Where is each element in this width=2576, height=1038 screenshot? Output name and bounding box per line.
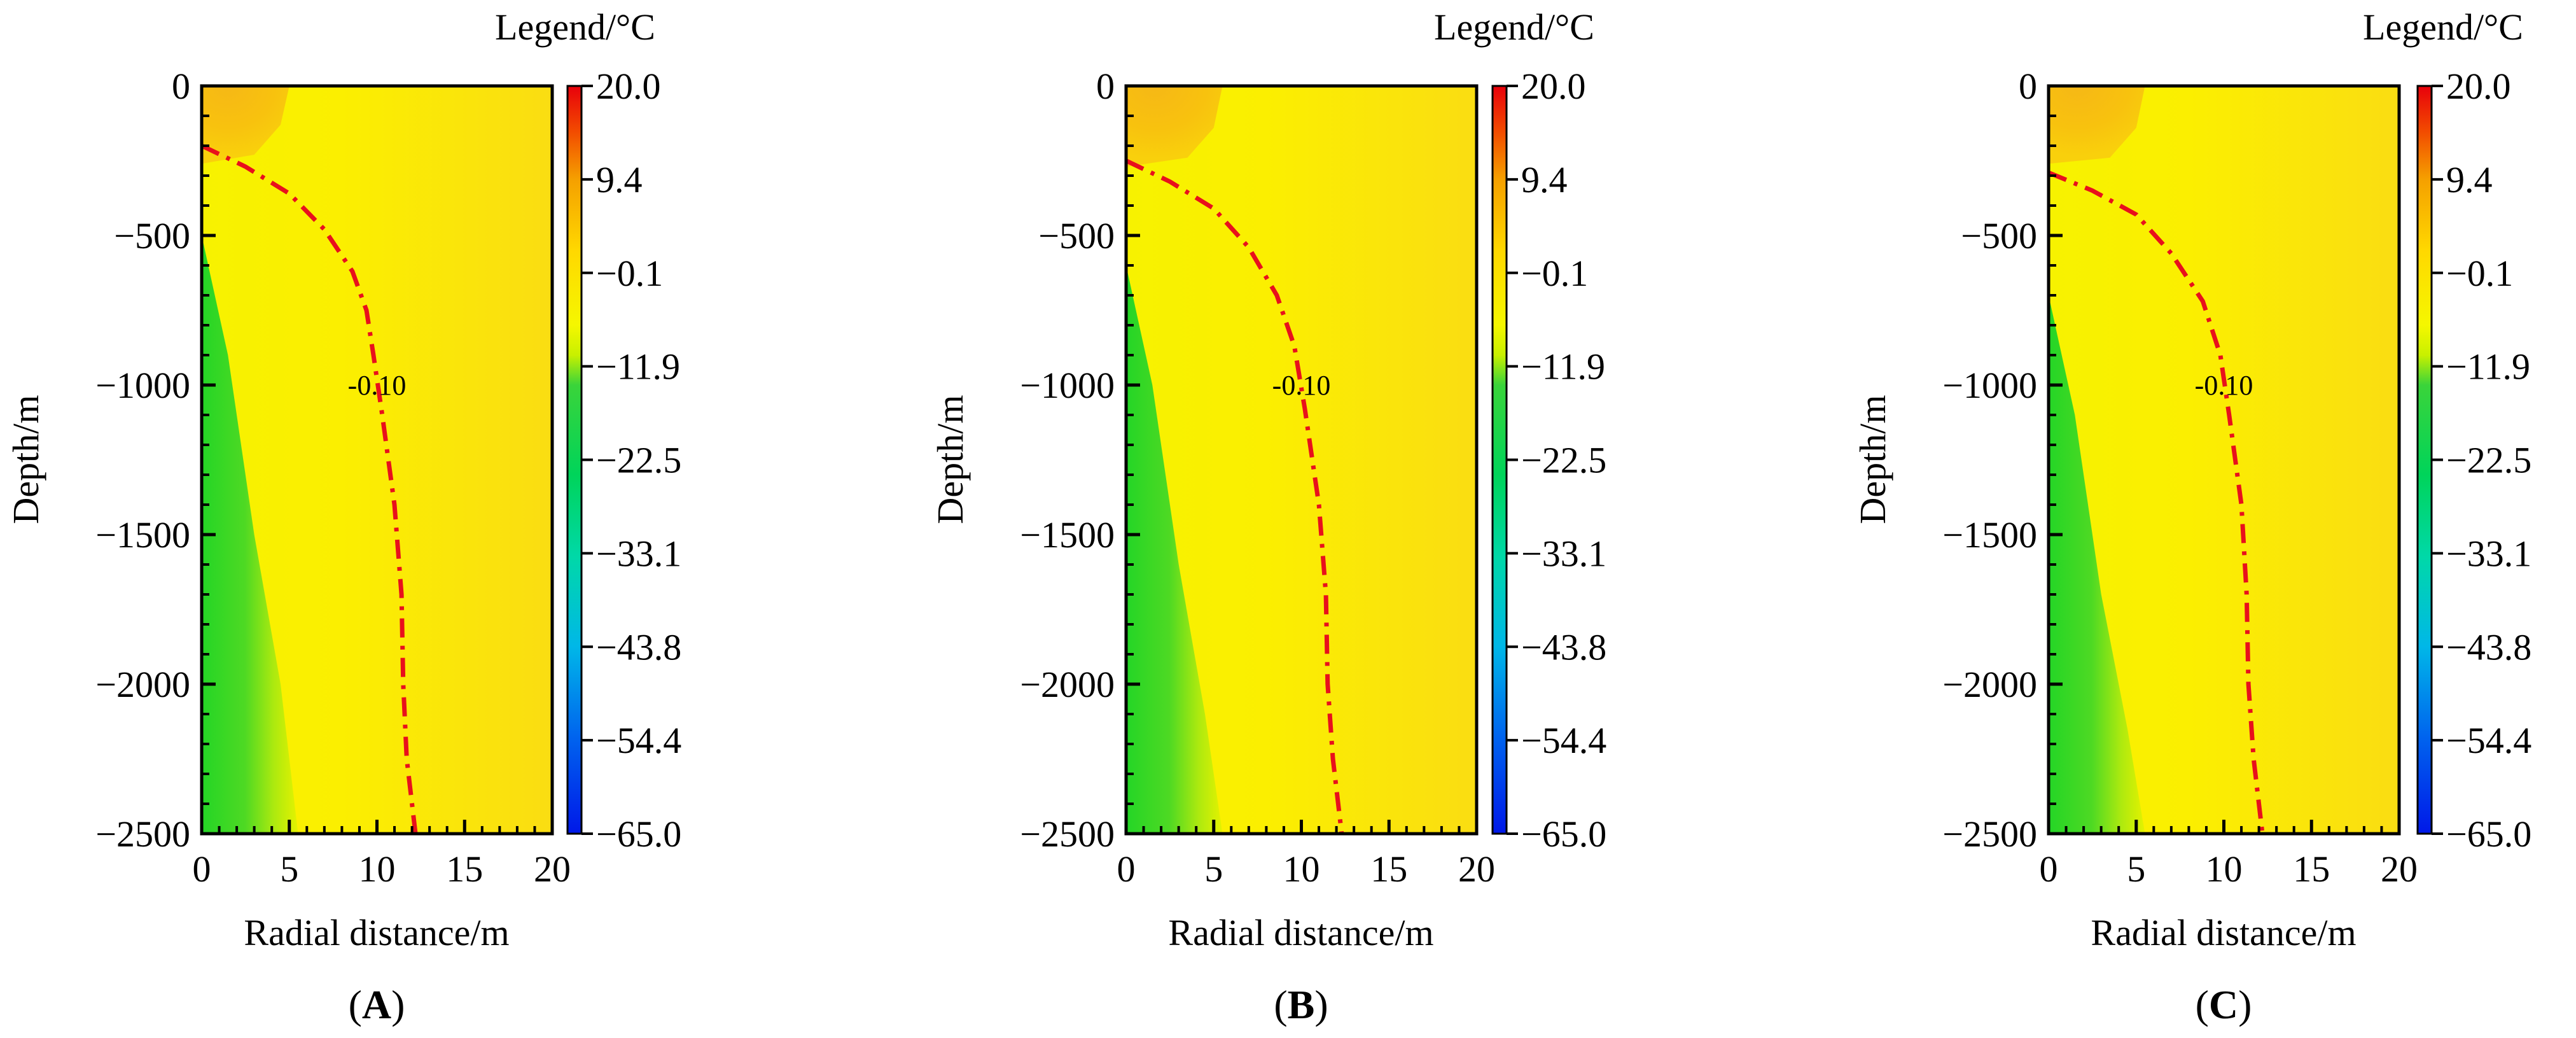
colorbar-tick-label: −0.1	[2446, 253, 2513, 294]
colorbar-tick-label: −11.9	[1521, 346, 1605, 388]
x-tick-label: 15	[2293, 848, 2330, 890]
colorbar-title: Legend/°C	[2363, 6, 2523, 48]
colorbar-tick-label: −43.8	[596, 626, 681, 668]
x-tick-label: 5	[280, 848, 298, 890]
y-tick-label: −1500	[1020, 514, 1115, 556]
colorbar	[2416, 85, 2433, 835]
x-axis-label: Radial distance/m	[1168, 912, 1433, 953]
x-tick-label: 0	[193, 848, 211, 890]
y-tick-label: −2000	[1942, 664, 2037, 705]
x-axis-label: Radial distance/m	[2091, 912, 2356, 953]
panel-b: -0.10 0 −500 −1000 −1500 −2000 −2500 0 5 10 15 20…	[929, 6, 1606, 1027]
y-tick-label: −1000	[1020, 365, 1115, 406]
y-tick-label: −500	[114, 215, 190, 256]
colorbar-tick-label: −22.5	[2446, 440, 2531, 481]
colorbar-tick-label: 20.0	[596, 66, 661, 107]
colorbar-tick-label: −54.4	[2446, 720, 2531, 761]
colorbar-tick-label: −0.1	[596, 253, 663, 294]
isotherm-label: -0.10	[2195, 370, 2253, 401]
y-tick-label: −2000	[95, 664, 190, 705]
colorbar-tick-label: −43.8	[1521, 626, 1606, 668]
colorbar-tick-label: 9.4	[1521, 159, 1568, 200]
x-tick-label: 0	[1117, 848, 1136, 890]
colorbar-tick-label: −65.0	[2446, 813, 2531, 855]
x-tick-label: 10	[1283, 848, 1320, 890]
x-tick-label: 20	[1458, 848, 1495, 890]
isotherm-line	[1125, 158, 1344, 834]
colorbar-tick-label: −0.1	[1521, 253, 1588, 294]
warm-zone	[2049, 86, 2145, 164]
cold-zone	[202, 235, 298, 834]
x-tick-label: 20	[2381, 848, 2418, 890]
isotherm-line	[2047, 171, 2265, 834]
colorbar-tick-label: −43.8	[2446, 626, 2531, 668]
y-tick-label: −500	[1961, 215, 2037, 256]
y-tick-label: −1000	[1942, 365, 2037, 406]
y-tick-label: −500	[1038, 215, 1115, 256]
x-tick-label: 20	[534, 848, 571, 890]
y-tick-label: −1500	[95, 514, 190, 556]
panel-a: -0.10 0 −500 −1000 −1500 −2000 −2500 0 5 10 15 20…	[5, 6, 681, 1027]
colorbar-tick-label: 9.4	[596, 159, 643, 200]
colorbar-tick-label: −33.1	[596, 533, 681, 574]
y-tick-label: −2500	[1942, 813, 2037, 855]
warm-zone	[202, 86, 289, 164]
x-tick-label: 15	[446, 848, 483, 890]
x-tick-label: 10	[2206, 848, 2243, 890]
x-tick-label: 5	[1204, 848, 1223, 890]
colorbar-tick-label: 20.0	[2446, 66, 2511, 107]
colorbar-tick-label: −11.9	[2446, 346, 2530, 388]
y-tick-label: 0	[172, 66, 190, 107]
y-tick-label: −1000	[95, 365, 190, 406]
y-tick-label: −1500	[1942, 514, 2037, 556]
colorbar-title: Legend/°C	[495, 6, 655, 48]
colorbar-tick-label: −54.4	[596, 720, 681, 761]
x-tick-label: 5	[2127, 848, 2145, 890]
y-tick-label: −2000	[1020, 664, 1115, 705]
colorbar-tick-label: −11.9	[596, 346, 680, 388]
x-tick-label: 10	[359, 848, 396, 890]
y-axis-label: Depth/m	[929, 395, 971, 524]
colorbar-tick-label: −33.1	[2446, 533, 2531, 574]
panel-label: (A)	[349, 982, 405, 1027]
colorbar-tick-label: −33.1	[1521, 533, 1606, 574]
panel-label: (C)	[2196, 982, 2252, 1027]
colorbar-tick-label: −22.5	[1521, 440, 1606, 481]
x-axis-label: Radial distance/m	[244, 912, 509, 953]
y-tick-label: −2500	[95, 813, 190, 855]
colorbar-tick-label: −54.4	[1521, 720, 1606, 761]
isotherm-label: -0.10	[348, 370, 407, 401]
cold-zone	[1126, 265, 1223, 834]
y-axis-label: Depth/m	[1852, 395, 1893, 524]
cold-zone	[2049, 295, 2145, 834]
x-tick-label: 0	[2040, 848, 2058, 890]
colorbar	[1491, 85, 1508, 835]
panel-c: -0.10 0 −500 −1000 −1500 −2000 −2500 0 5 10 15 20…	[1852, 6, 2531, 1027]
y-tick-label: 0	[2019, 66, 2037, 107]
colorbar-tick-label: 20.0	[1521, 66, 1586, 107]
isotherm-label: -0.10	[1272, 370, 1331, 401]
panel-label: (B)	[1274, 982, 1328, 1027]
colorbar-tick-label: −65.0	[596, 813, 681, 855]
y-axis-label: Depth/m	[5, 395, 46, 524]
warm-zone	[1126, 86, 1223, 167]
colorbar-tick-label: −65.0	[1521, 813, 1606, 855]
colorbar-title: Legend/°C	[1434, 6, 1594, 48]
x-tick-label: 15	[1370, 848, 1407, 890]
colorbar-tick-label: 9.4	[2446, 159, 2493, 200]
colorbar	[566, 85, 583, 835]
colorbar-tick-label: −22.5	[596, 440, 681, 481]
isotherm-line	[200, 143, 418, 834]
y-tick-label: 0	[1096, 66, 1115, 107]
y-tick-label: −2500	[1020, 813, 1115, 855]
